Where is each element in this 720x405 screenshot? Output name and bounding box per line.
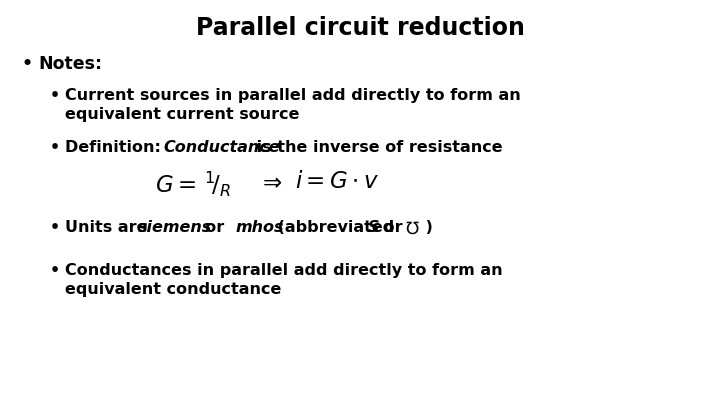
Text: or: or [194,220,235,235]
Text: •: • [50,88,60,103]
Text: •: • [50,220,60,235]
Text: (abbreviated: (abbreviated [272,220,400,235]
Text: Current sources in parallel add directly to form an: Current sources in parallel add directly… [65,88,521,103]
Text: ): ) [420,220,433,235]
Text: Units are: Units are [65,220,153,235]
Text: $\Rightarrow$: $\Rightarrow$ [258,170,282,193]
Text: •: • [50,140,60,155]
Text: Notes:: Notes: [38,55,102,73]
Text: •: • [22,55,33,73]
Text: $i = G \cdot v$: $i = G \cdot v$ [295,170,379,193]
Text: •: • [50,263,60,278]
Text: mhos: mhos [236,220,284,235]
Text: Conductances in parallel add directly to form an: Conductances in parallel add directly to… [65,263,503,278]
Text: or: or [378,220,408,235]
Text: S: S [368,220,379,235]
Text: $\mho$: $\mho$ [405,220,420,238]
Text: $G = \,^{1}\!/_{R}$: $G = \,^{1}\!/_{R}$ [155,170,231,199]
Text: siemens: siemens [138,220,212,235]
Text: is the inverse of resistance: is the inverse of resistance [251,140,503,155]
Text: Conductance: Conductance [163,140,279,155]
Text: Definition:: Definition: [65,140,166,155]
Text: equivalent current source: equivalent current source [65,107,300,122]
Text: Parallel circuit reduction: Parallel circuit reduction [196,16,524,40]
Text: equivalent conductance: equivalent conductance [65,282,282,297]
